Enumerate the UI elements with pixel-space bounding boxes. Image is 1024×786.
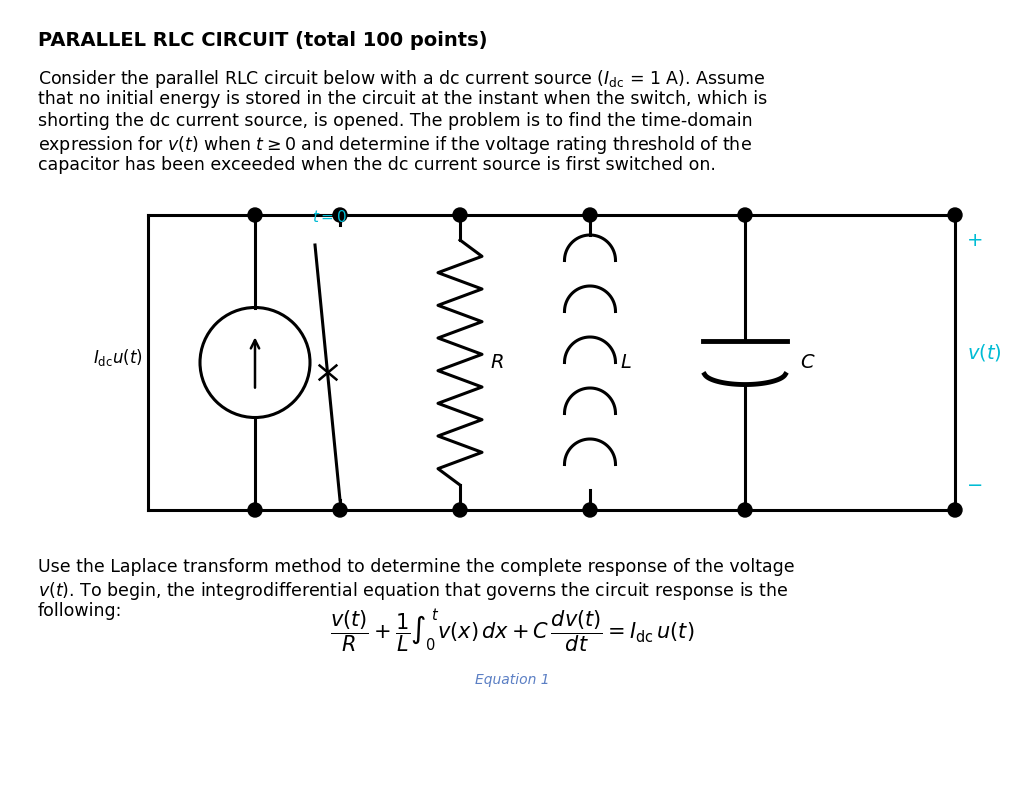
Circle shape	[738, 208, 752, 222]
Circle shape	[948, 208, 962, 222]
Text: Equation 1: Equation 1	[475, 673, 549, 687]
Text: $L$: $L$	[620, 353, 632, 372]
Circle shape	[948, 503, 962, 517]
Text: +: +	[967, 230, 983, 249]
Circle shape	[333, 503, 347, 517]
Circle shape	[248, 208, 262, 222]
Circle shape	[453, 503, 467, 517]
Text: capacitor has been exceeded when the dc current source is first switched on.: capacitor has been exceeded when the dc …	[38, 156, 716, 174]
Text: following:: following:	[38, 602, 123, 620]
Text: $v(t)$. To begin, the integrodifferential equation that governs the circuit resp: $v(t)$. To begin, the integrodifferentia…	[38, 580, 788, 602]
Text: $C$: $C$	[800, 353, 815, 372]
Circle shape	[583, 208, 597, 222]
Text: Consider the parallel RLC circuit below with a dc current source ($I_{\mathrm{dc: Consider the parallel RLC circuit below …	[38, 68, 766, 90]
Text: $t = 0$: $t = 0$	[312, 209, 347, 225]
Text: −: −	[967, 476, 983, 494]
Text: $v(t)$: $v(t)$	[967, 342, 1001, 363]
Text: expression for $v(t)$ when $t \geq 0$ and determine if the voltage rating thresh: expression for $v(t)$ when $t \geq 0$ an…	[38, 134, 752, 156]
Text: PARALLEL RLC CIRCUIT (total 100 points): PARALLEL RLC CIRCUIT (total 100 points)	[38, 31, 487, 50]
Circle shape	[333, 208, 347, 222]
Circle shape	[248, 503, 262, 517]
Circle shape	[738, 503, 752, 517]
Text: that no initial energy is stored in the circuit at the instant when the switch, : that no initial energy is stored in the …	[38, 90, 767, 108]
Text: shorting the dc current source, is opened. The problem is to find the time-domai: shorting the dc current source, is opene…	[38, 112, 753, 130]
Text: Use the Laplace transform method to determine the complete response of the volta: Use the Laplace transform method to dete…	[38, 558, 795, 576]
Text: $I_{\mathrm{dc}}u(t)$: $I_{\mathrm{dc}}u(t)$	[93, 347, 143, 368]
Text: $R$: $R$	[490, 353, 504, 372]
Circle shape	[583, 503, 597, 517]
Circle shape	[453, 208, 467, 222]
Text: $\dfrac{v(t)}{R} + \dfrac{1}{L}\int_0^{\,t} v(x)\,dx + C\,\dfrac{dv(t)}{dt} = I_: $\dfrac{v(t)}{R} + \dfrac{1}{L}\int_0^{\…	[330, 608, 694, 655]
